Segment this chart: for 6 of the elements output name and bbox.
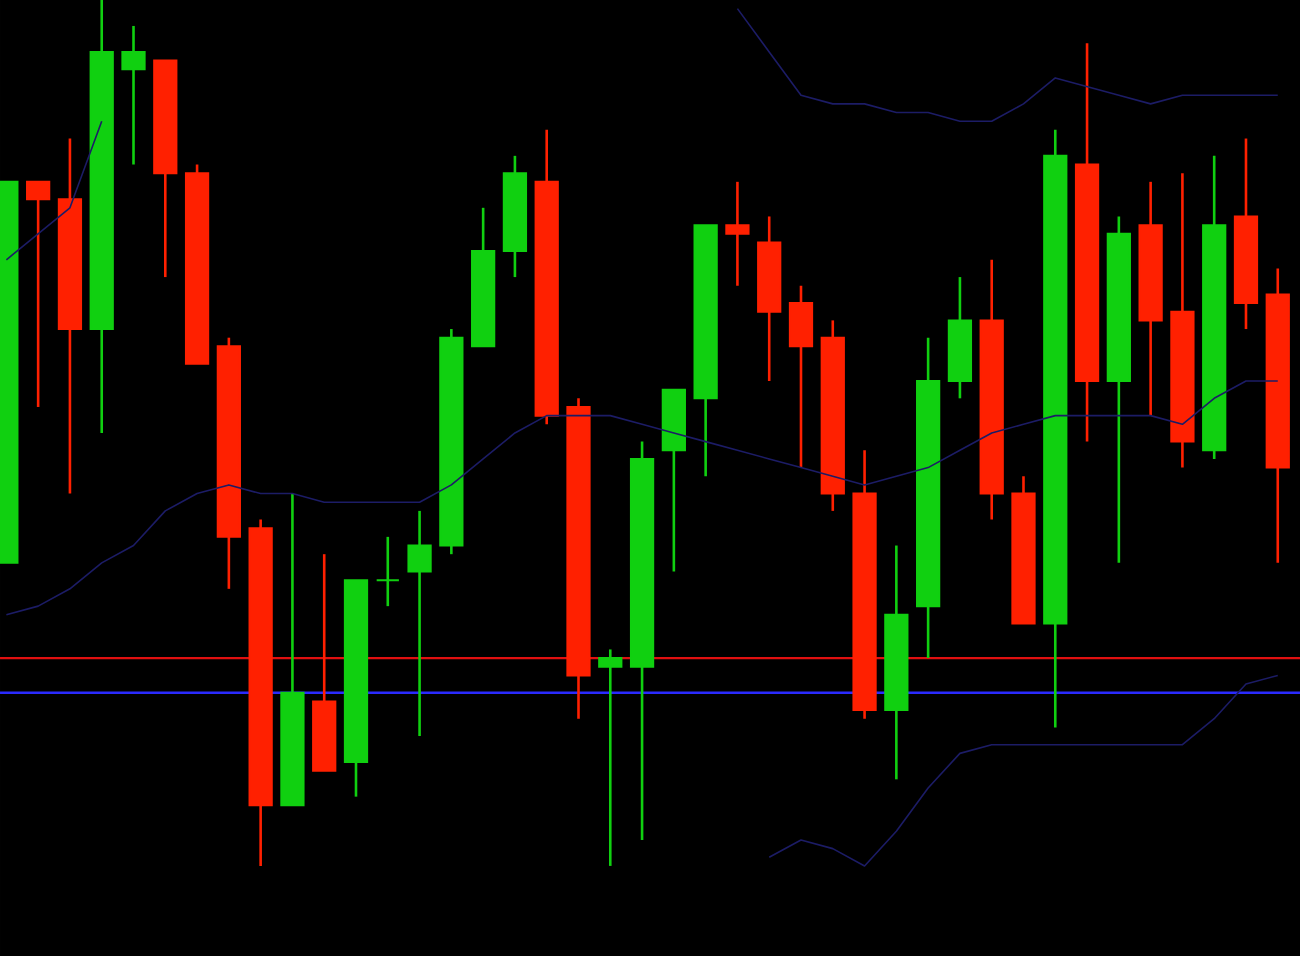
candlestick [407, 509, 432, 738]
candlestick [121, 24, 146, 166]
candlestick [26, 180, 51, 409]
candlestick [725, 180, 750, 288]
candlestick [375, 535, 400, 608]
candlestick [598, 648, 623, 868]
